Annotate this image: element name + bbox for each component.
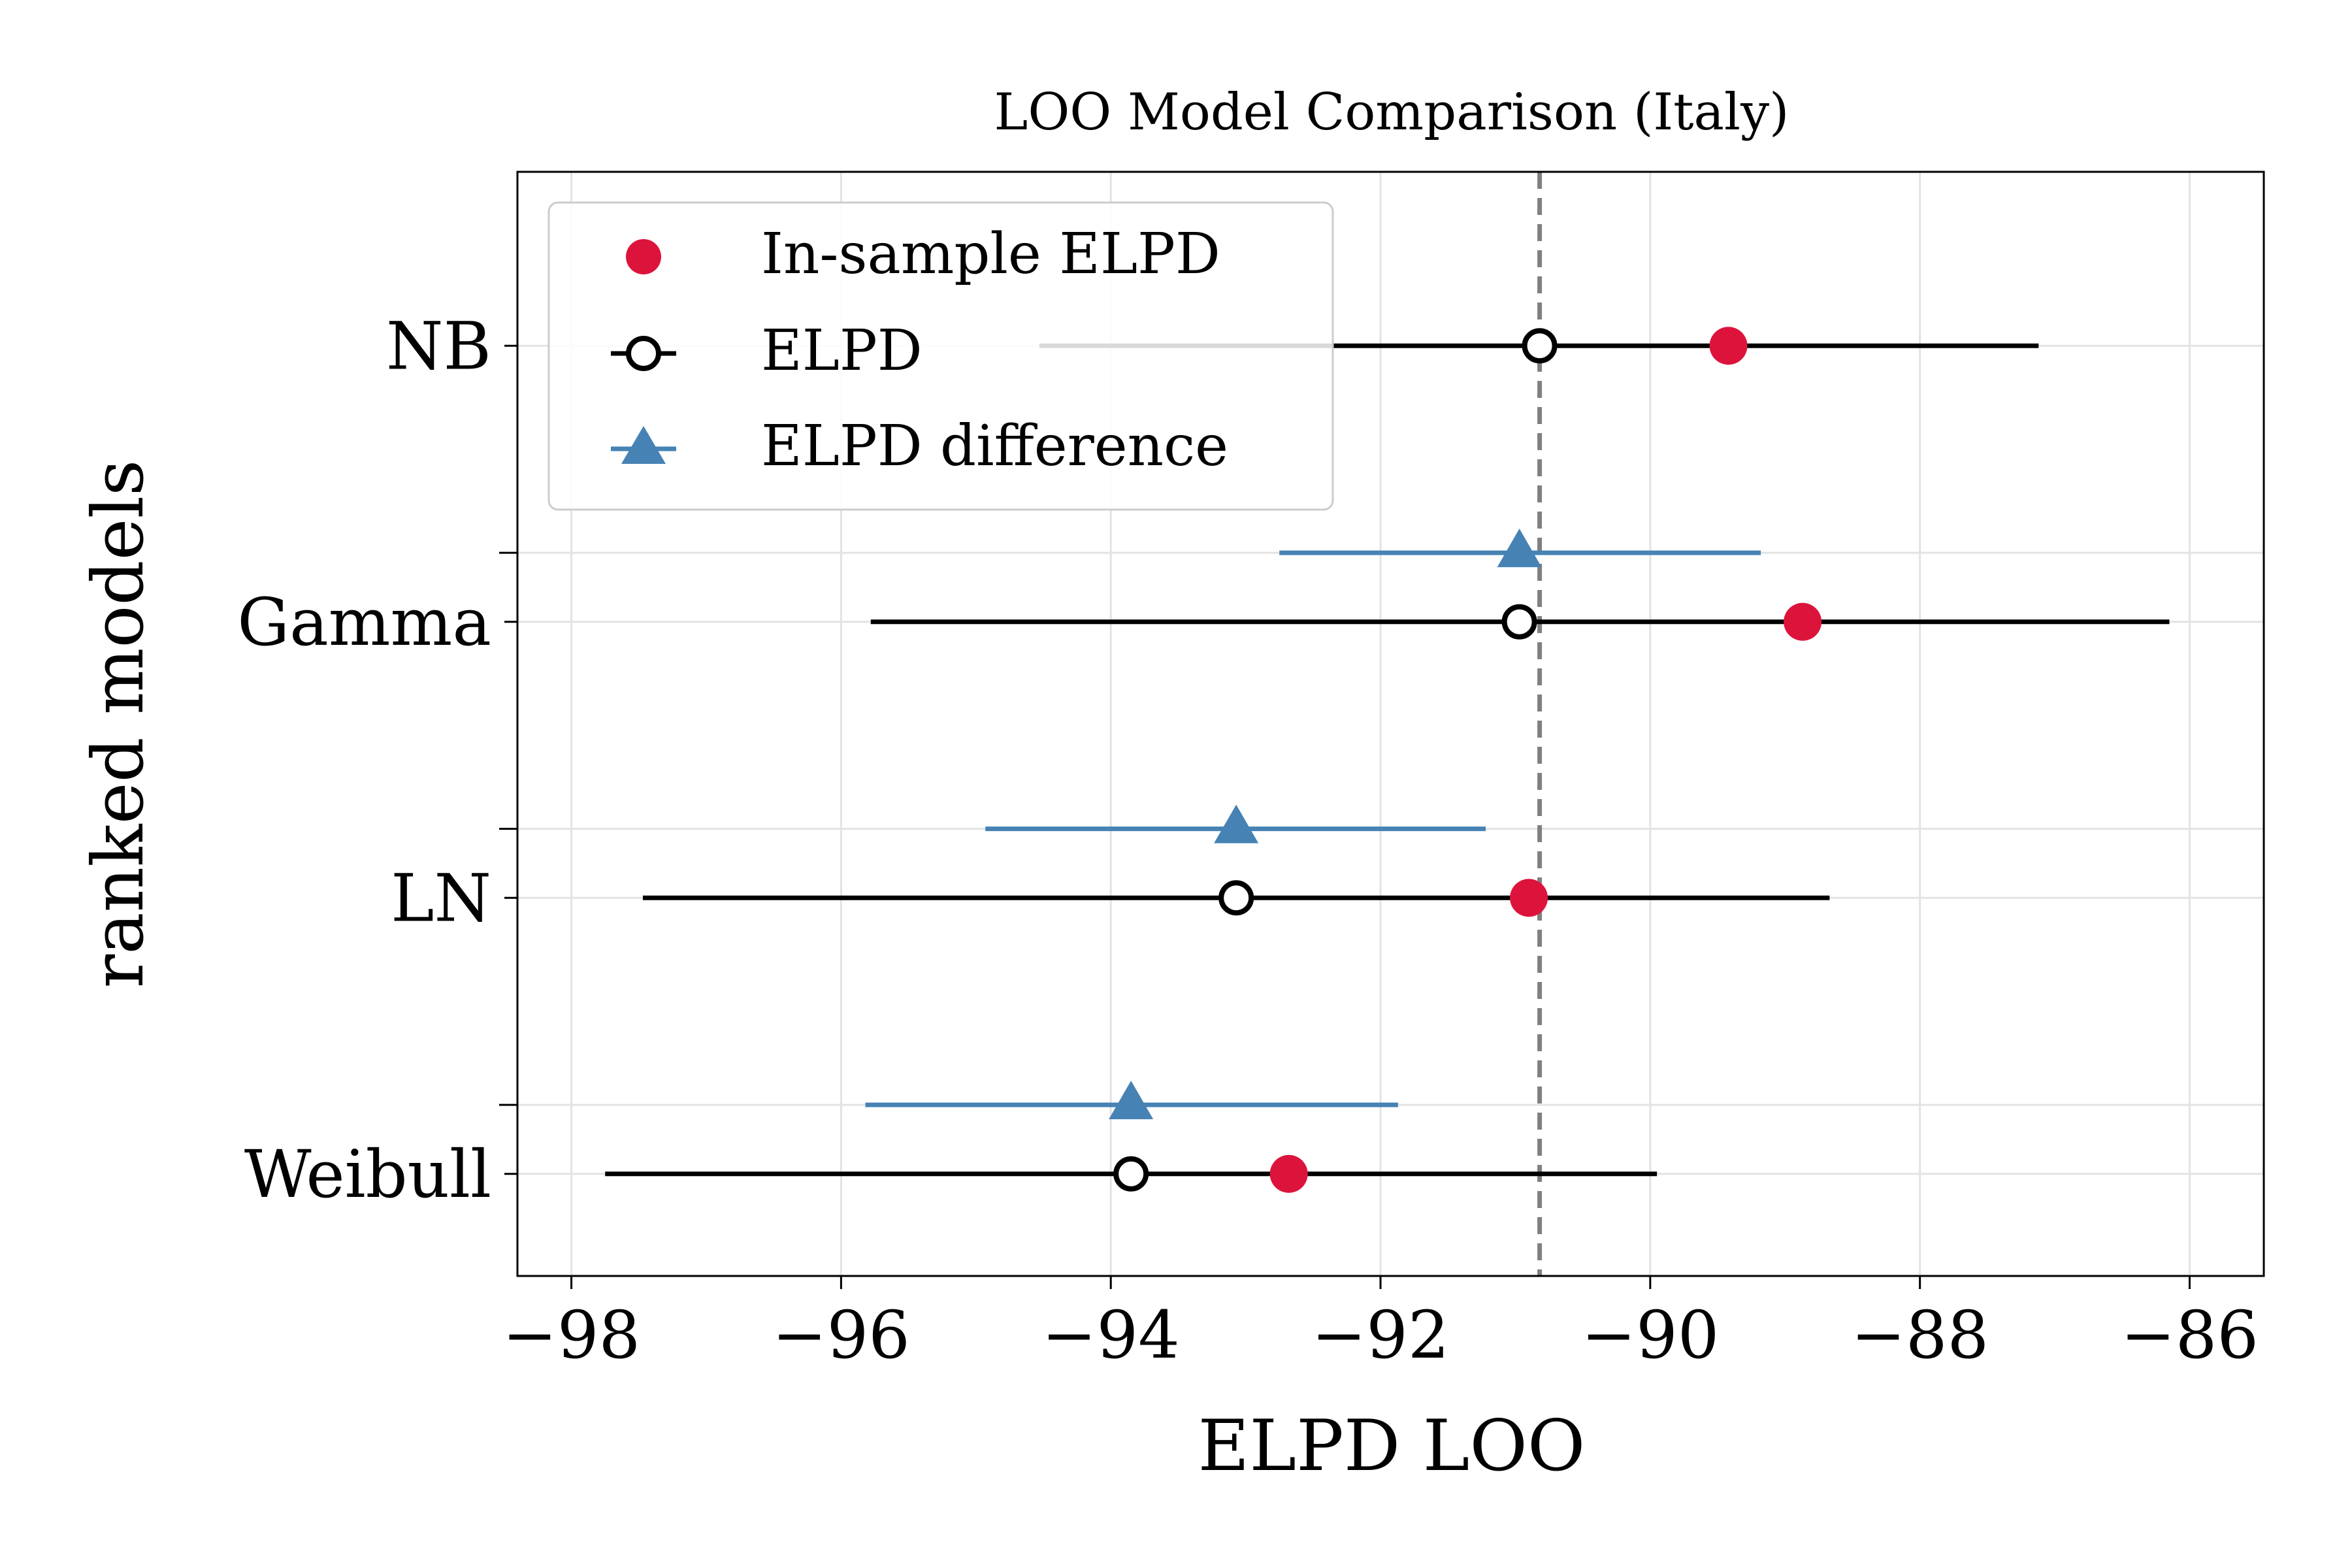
elpd-difference-marker — [1214, 804, 1259, 843]
y-tick-label: NB — [386, 308, 491, 384]
x-tick-label: −98 — [502, 1297, 640, 1373]
legend: In-sample ELPD ELPD ELPD difference — [547, 201, 1334, 511]
x-tick-label: −92 — [1311, 1297, 1449, 1373]
y-tick-label: LN — [391, 860, 491, 936]
y-axis-label: ranked models — [78, 460, 159, 988]
elpd-difference-marker — [1109, 1081, 1154, 1120]
x-tick-label: −90 — [1581, 1297, 1719, 1373]
x-tick-label: −88 — [1851, 1297, 1989, 1373]
legend-box — [547, 201, 1334, 511]
legend-label-elpd: ELPD — [761, 318, 923, 384]
legend-marker-difference — [621, 426, 666, 464]
in-sample-elpd-marker — [1510, 879, 1548, 917]
y-tick-label: Gamma — [237, 584, 491, 661]
y-axis-ticks: NB Gamma LN Weibull — [237, 308, 517, 1213]
x-axis-label: ELPD LOO — [1198, 1405, 1586, 1487]
in-sample-elpd-marker — [1269, 1154, 1308, 1193]
data-markers — [1109, 327, 1822, 1193]
x-axis-ticks: −98 −96 −94 −92 −90 −88 −86 — [502, 1276, 2259, 1373]
in-sample-elpd-marker — [1709, 327, 1748, 365]
chart-title: LOO Model Comparison (Italy) — [994, 83, 1789, 142]
y-tick-label: Weibull — [244, 1136, 491, 1213]
plot-frame — [516, 171, 2265, 1277]
legend-marker-elpd — [626, 336, 661, 371]
legend-marker-in-sample — [626, 239, 661, 274]
x-tick-label: −94 — [1042, 1297, 1180, 1373]
elpd-marker — [1113, 1156, 1149, 1192]
in-sample-elpd-marker — [1784, 602, 1822, 641]
elpd-difference-marker — [1497, 529, 1542, 568]
elpd-marker — [1218, 880, 1254, 916]
x-tick-label: −96 — [772, 1297, 910, 1373]
legend-label-difference: ELPD difference — [761, 414, 1228, 479]
x-tick-label: −86 — [2121, 1297, 2259, 1373]
elpd-marker — [1501, 604, 1537, 640]
elpd-marker — [1522, 328, 1558, 364]
legend-label-in-sample: In-sample ELPD — [761, 221, 1220, 287]
